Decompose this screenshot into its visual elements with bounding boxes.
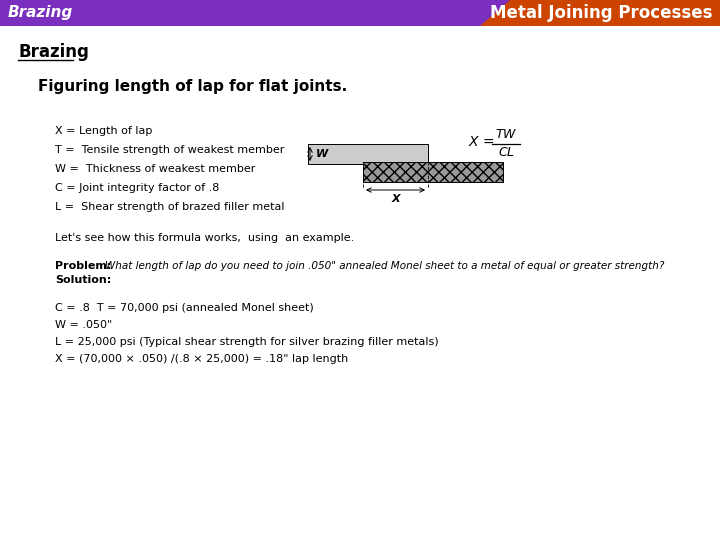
Text: W = .050": W = .050" (55, 320, 112, 330)
Text: X = (70,000 × .050) /(.8 × 25,000) = .18" lap length: X = (70,000 × .050) /(.8 × 25,000) = .18… (55, 354, 348, 364)
Text: L =  Shear strength of brazed filler metal: L = Shear strength of brazed filler meta… (55, 202, 284, 212)
Text: Figuring length of lap for flat joints.: Figuring length of lap for flat joints. (38, 78, 347, 93)
Text: L = 25,000 psi (Typical shear strength for silver brazing filler metals): L = 25,000 psi (Typical shear strength f… (55, 337, 438, 347)
Text: T =  Tensile strength of weakest member: T = Tensile strength of weakest member (55, 145, 284, 155)
Text: $\it{CL}$: $\it{CL}$ (498, 146, 515, 159)
Text: W =  Thickness of weakest member: W = Thickness of weakest member (55, 164, 256, 174)
Text: X: X (391, 194, 400, 204)
Text: C = .8  T = 70,000 psi (annealed Monel sheet): C = .8 T = 70,000 psi (annealed Monel sh… (55, 303, 314, 313)
Text: Brazing: Brazing (18, 43, 89, 61)
Text: Let's see how this formula works,  using  an example.: Let's see how this formula works, using … (55, 233, 354, 243)
Text: What length of lap do you need to join .050" annealed Monel sheet to a metal of : What length of lap do you need to join .… (105, 261, 665, 271)
Text: Metal Joining Processes: Metal Joining Processes (490, 4, 712, 22)
Text: C = Joint integrity factor of .8: C = Joint integrity factor of .8 (55, 183, 220, 193)
Text: $\it{X}$ =: $\it{X}$ = (468, 135, 496, 149)
Text: W: W (316, 149, 328, 159)
Bar (363, 162, 503, 182)
Text: X = Length of lap: X = Length of lap (55, 126, 153, 136)
Bar (308, 144, 428, 164)
Text: Solution:: Solution: (55, 275, 112, 285)
Text: $\it{TW}$: $\it{TW}$ (495, 129, 517, 141)
Text: Brazing: Brazing (8, 5, 73, 21)
Text: Problem:: Problem: (55, 261, 112, 271)
